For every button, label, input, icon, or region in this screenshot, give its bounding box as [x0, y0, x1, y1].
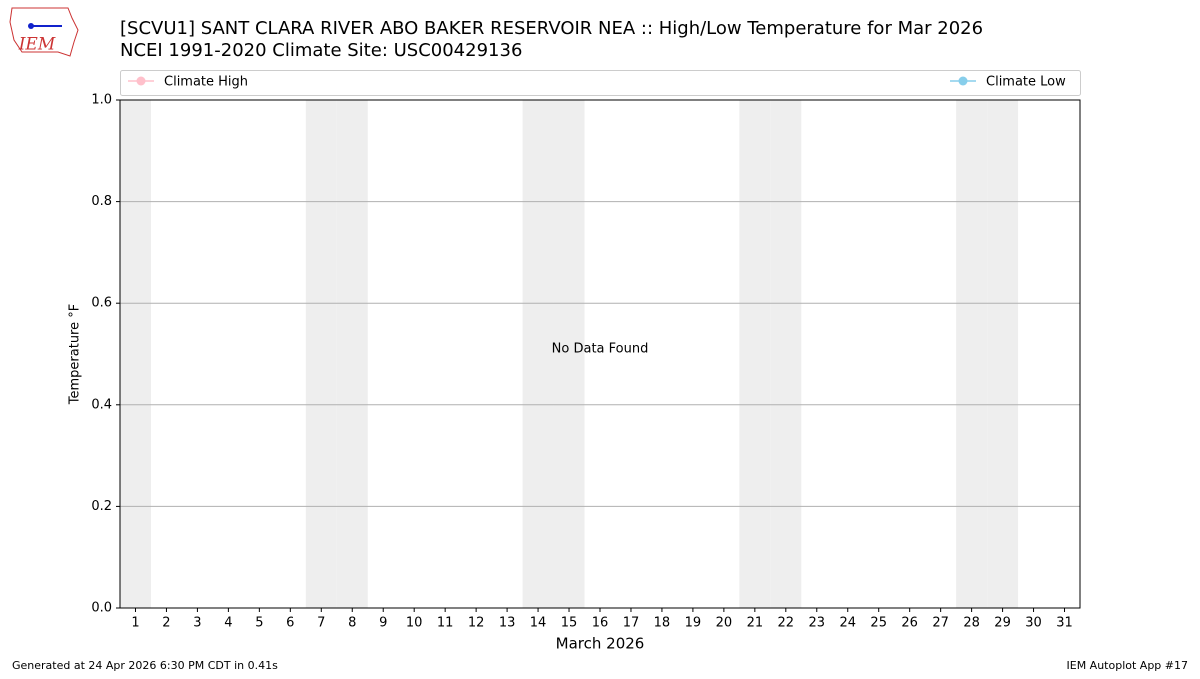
- legend-box: [120, 70, 1081, 96]
- x-tick-label: 23: [809, 616, 826, 631]
- y-tick-label: 0.8: [91, 194, 112, 209]
- logo: IEM: [9, 7, 79, 57]
- x-tick-label: 14: [530, 616, 547, 631]
- legend-label: Climate Low: [986, 75, 1066, 90]
- chart-subtitle: NCEI 1991-2020 Climate Site: USC00429136: [120, 40, 522, 61]
- weekend-band: [956, 100, 988, 608]
- legend-marker: [136, 76, 146, 86]
- x-tick-label: 30: [1025, 616, 1042, 631]
- x-tick-label: 24: [839, 616, 856, 631]
- weekend-band: [522, 100, 554, 608]
- weekend-band: [987, 100, 1019, 608]
- y-tick-label: 0.6: [91, 296, 112, 311]
- logo-outline: [9, 7, 79, 57]
- footer-left: Generated at 24 Apr 2026 6:30 PM CDT in …: [12, 659, 278, 672]
- weekend-band: [305, 100, 337, 608]
- x-tick-label: 15: [561, 616, 578, 631]
- x-tick-label: 1: [131, 616, 139, 631]
- weekend-band: [120, 100, 151, 608]
- x-tick-label: 28: [963, 616, 980, 631]
- x-tick-label: 2: [162, 616, 170, 631]
- plot-frame: [119, 99, 1081, 609]
- weekend-band: [739, 100, 771, 608]
- weekend-band: [553, 100, 585, 608]
- x-tick-label: 7: [317, 616, 325, 631]
- x-tick-label: 5: [255, 616, 263, 631]
- x-tick-label: 17: [623, 616, 640, 631]
- y-tick-label: 1.0: [91, 93, 112, 108]
- x-tick-label: 25: [870, 616, 887, 631]
- x-tick-label: 22: [778, 616, 795, 631]
- x-tick-label: 27: [932, 616, 949, 631]
- x-tick-label: 16: [592, 616, 609, 631]
- x-tick-label: 20: [716, 616, 733, 631]
- x-tick-label: 12: [468, 616, 485, 631]
- x-tick-label: 9: [379, 616, 387, 631]
- x-tick-label: 26: [901, 616, 918, 631]
- y-tick-label: 0.2: [91, 499, 112, 514]
- y-tick-label: 0.4: [91, 397, 112, 412]
- x-tick-label: 19: [685, 616, 702, 631]
- x-tick-label: 29: [994, 616, 1011, 631]
- x-axis-label: March 2026: [556, 635, 645, 653]
- legend-label: Climate High: [164, 75, 248, 90]
- x-tick-label: 18: [654, 616, 671, 631]
- x-tick-label: 11: [437, 616, 454, 631]
- logo-icon: [28, 23, 34, 29]
- y-tick-label: 0.0: [91, 601, 112, 616]
- x-tick-label: 10: [406, 616, 423, 631]
- chart-title: [SCVU1] SANT CLARA RIVER ABO BAKER RESER…: [120, 18, 983, 39]
- x-tick-label: 13: [499, 616, 516, 631]
- weekend-band: [336, 100, 368, 608]
- x-tick-label: 21: [747, 616, 764, 631]
- y-axis-label: Temperature °F: [68, 304, 83, 405]
- x-tick-label: 3: [193, 616, 201, 631]
- x-tick-label: 8: [348, 616, 356, 631]
- x-tick-label: 4: [224, 616, 232, 631]
- x-tick-label: 6: [286, 616, 294, 631]
- footer-right: IEM Autoplot App #17: [1067, 659, 1189, 672]
- x-tick-label: 31: [1056, 616, 1073, 631]
- annotation: No Data Found: [552, 342, 649, 357]
- legend-marker: [958, 76, 968, 86]
- logo-text: IEM: [18, 35, 56, 55]
- weekend-band: [770, 100, 802, 608]
